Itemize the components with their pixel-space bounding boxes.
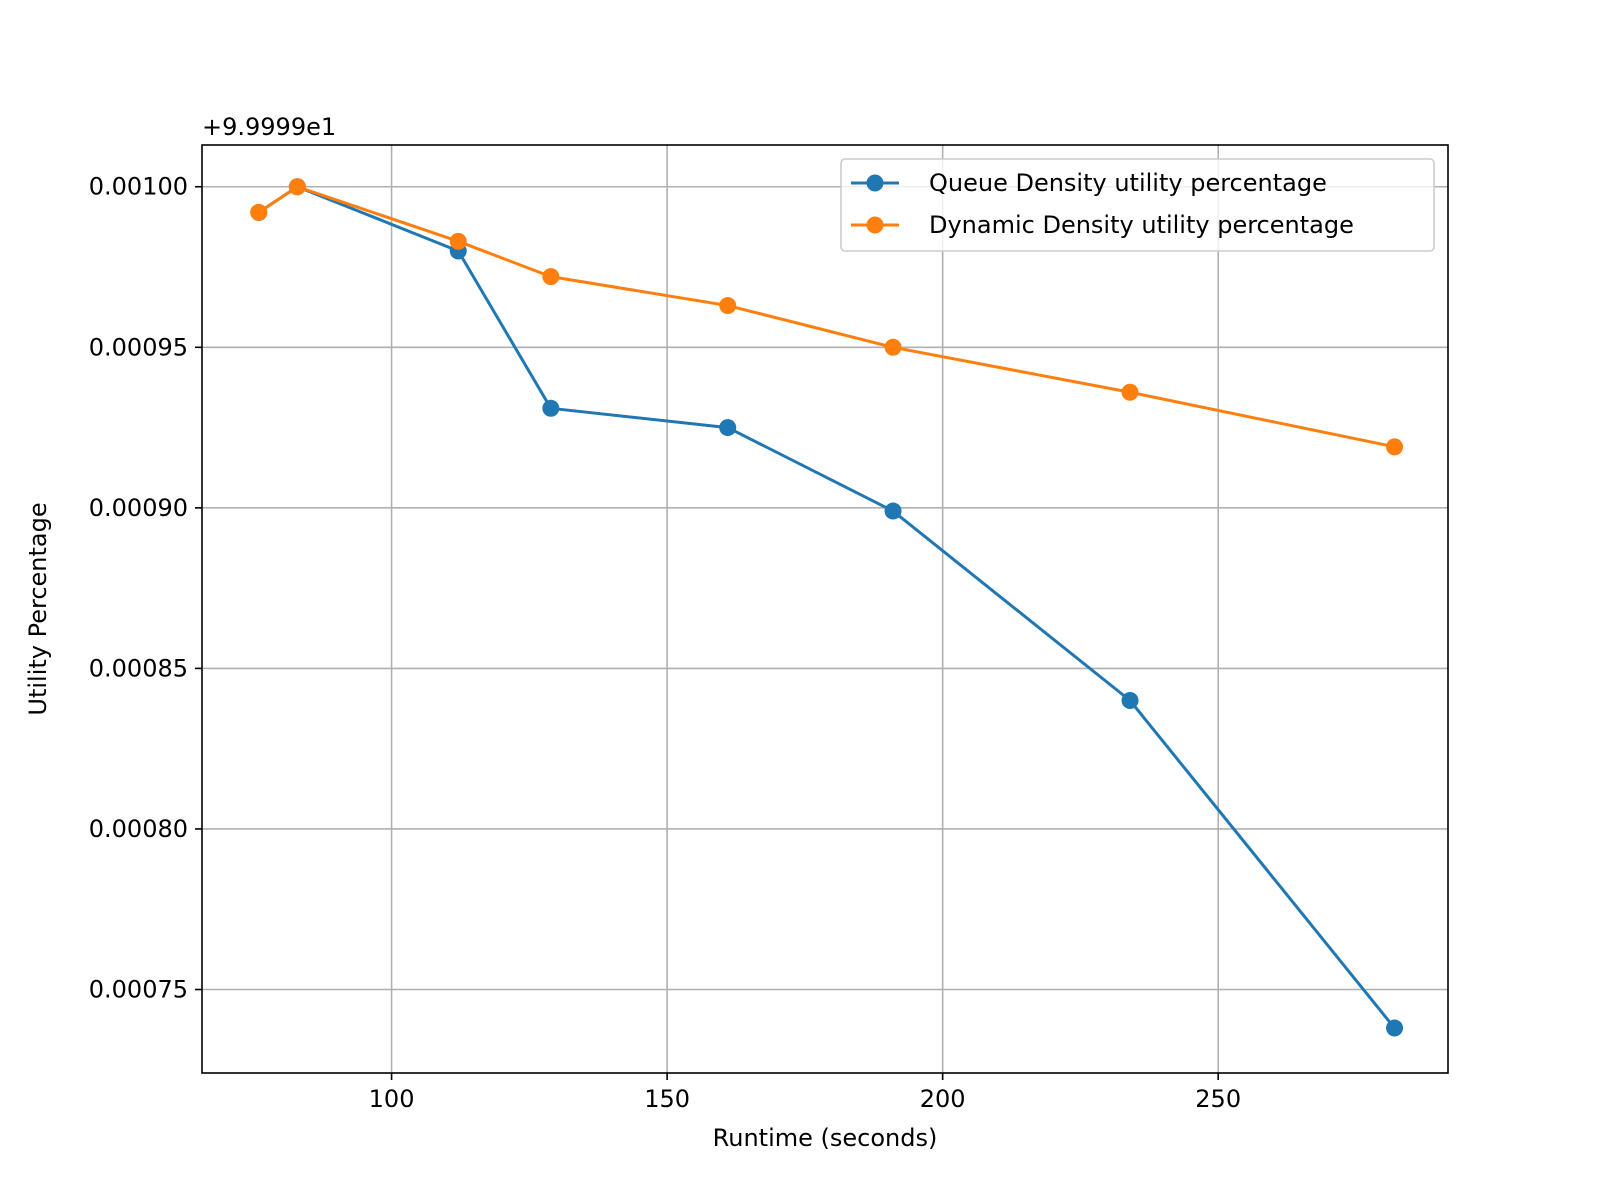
y-tick-label: 0.00075 [89,976,188,1004]
legend-label: Queue Density utility percentage [929,169,1327,197]
series-2-point [542,268,560,286]
legend: Queue Density utility percentage Dynamic … [840,158,1435,252]
series-2-point [719,297,737,315]
x-tick-label: 150 [644,1085,690,1113]
y-tick-label: 0.00100 [89,173,188,201]
legend-box [840,158,1435,252]
x-axis-label: Runtime (seconds) [713,1124,938,1152]
series-line-2 [257,185,1395,449]
y-tick-label: 0.00095 [89,333,188,361]
series-layer [250,178,1404,1037]
y-offset-text: +9.9999e1 [202,113,336,141]
y-tick-label: 0.00080 [89,815,188,843]
y-tick-label: 0.00085 [89,654,188,682]
legend-label: Dynamic Density utility percentage [929,211,1354,239]
series-1-point [1121,692,1139,710]
series-2-point [250,203,268,221]
y-tick-label: 0.00090 [89,494,188,522]
series-2-point [1386,438,1404,456]
series-1-point [884,502,902,520]
y-axis-label: Utility Percentage [24,502,52,715]
series-2-point [288,178,306,196]
x-tick-label: 100 [369,1085,415,1113]
x-tick-label: 250 [1195,1085,1241,1113]
series-2-point [449,232,467,250]
series-1-point [719,419,737,437]
series-1-point [1386,1019,1404,1037]
series-2-point [884,338,902,356]
legend-marker [866,216,884,234]
plot-frame [201,144,1449,1074]
series-2-point [1121,383,1139,401]
axis-ticks: 100 150 200 250 0.00075 0.00080 0.00085 0.00090… [89,173,1241,1113]
x-tick-label: 200 [920,1085,966,1113]
series-1-point [542,399,560,417]
legend-marker [866,174,884,192]
series-line-1 [257,185,1396,1029]
